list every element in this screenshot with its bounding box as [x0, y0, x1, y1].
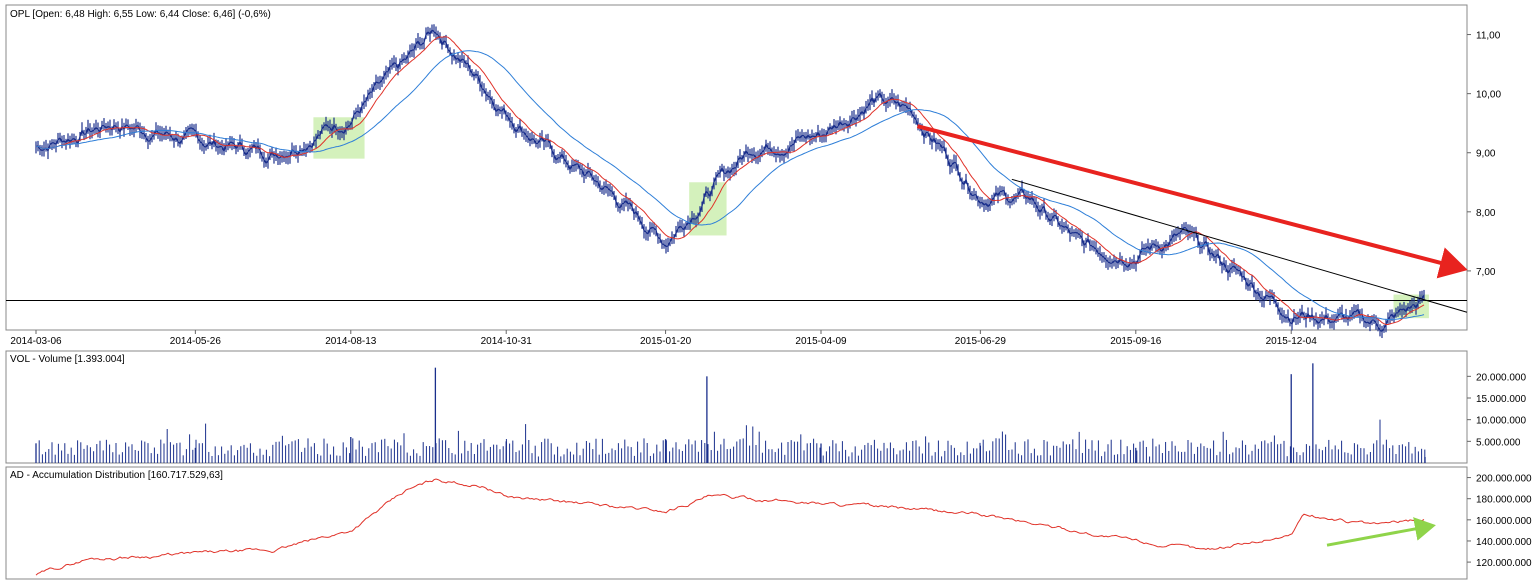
volume-bars: [35, 363, 1426, 463]
ad-y-tick-label: 120.000.000: [1476, 558, 1532, 569]
price-x-tick-label: 2015-12-04: [1266, 336, 1318, 347]
price-x-tick-label: 2014-08-13: [325, 336, 377, 347]
price-y-tick-label: 8,00: [1476, 208, 1496, 219]
volume-y-tick-label: 15.000.000: [1476, 394, 1526, 405]
ad-panel-frame: [5, 466, 1468, 580]
ma-long-line: [35, 50, 1425, 320]
ad-annotations: [1326, 517, 1436, 547]
price-series: [35, 24, 1425, 339]
ad-line: [35, 478, 1425, 576]
volume-y-tick-label: 5.000.000: [1476, 437, 1521, 448]
price-x-tick-label: 2015-01-20: [640, 336, 692, 347]
ad-y-axis: 200.000.000 180.000.000 160.000.000 140.000…: [1467, 474, 1532, 569]
price-annotations: [916, 124, 1468, 313]
ad-y-tick-label: 140.000.000: [1476, 537, 1532, 548]
price-x-tick-label: 2015-04-09: [795, 336, 847, 347]
volume-panel: VOL - Volume [1.393.004] 20.000.000 15.00…: [5, 350, 1526, 464]
ad-y-tick-label: 200.000.000: [1476, 474, 1532, 485]
price-y-tick-label: 9,00: [1476, 149, 1496, 160]
price-y-tick-label: 7,00: [1476, 267, 1496, 278]
downtrend-line: [1011, 178, 1468, 313]
ad-panel-title: AD - Accumulation Distribution [160.717.…: [10, 470, 223, 481]
price-panel: OPL [Open: 6,48 High: 6,55 Low: 6,44 Clo…: [5, 4, 1501, 347]
volume-y-tick-label: 20.000.000: [1476, 372, 1526, 383]
volume-y-axis: 20.000.000 15.000.000 10.000.000 5.000.000: [1467, 372, 1526, 448]
ad-panel: AD - Accumulation Distribution [160.717.…: [5, 466, 1532, 580]
price-x-axis: 2014-03-06 2014-05-26 2014-08-13 2014-10-31…: [6, 299, 1467, 347]
volume-y-tick-label: 10.000.000: [1476, 416, 1526, 427]
red-down-arrow: [916, 124, 1468, 279]
ma-short-line: [35, 36, 1425, 325]
price-x-tick-label: 2015-09-16: [1110, 336, 1162, 347]
ad-y-tick-label: 180.000.000: [1476, 495, 1532, 506]
price-panel-title: OPL [Open: 6,48 High: 6,55 Low: 6,44 Clo…: [10, 9, 271, 20]
price-x-tick-label: 2014-10-31: [481, 336, 533, 347]
volume-panel-title: VOL - Volume [1.393.004]: [10, 354, 125, 365]
ad-y-tick-label: 160.000.000: [1476, 516, 1532, 527]
ad-series: [35, 478, 1425, 576]
price-y-axis: 11,00 10,00 9,00 8,00 7,00: [1467, 31, 1501, 278]
green-up-arrow: [1326, 517, 1436, 547]
price-x-tick-label: 2014-05-26: [170, 336, 222, 347]
price-y-tick-label: 11,00: [1476, 31, 1501, 42]
price-y-tick-label: 10,00: [1476, 90, 1501, 101]
price-x-tick-label: 2014-03-06: [10, 336, 62, 347]
price-x-tick-label: 2015-06-29: [955, 336, 1007, 347]
highlight-box: [313, 117, 365, 159]
